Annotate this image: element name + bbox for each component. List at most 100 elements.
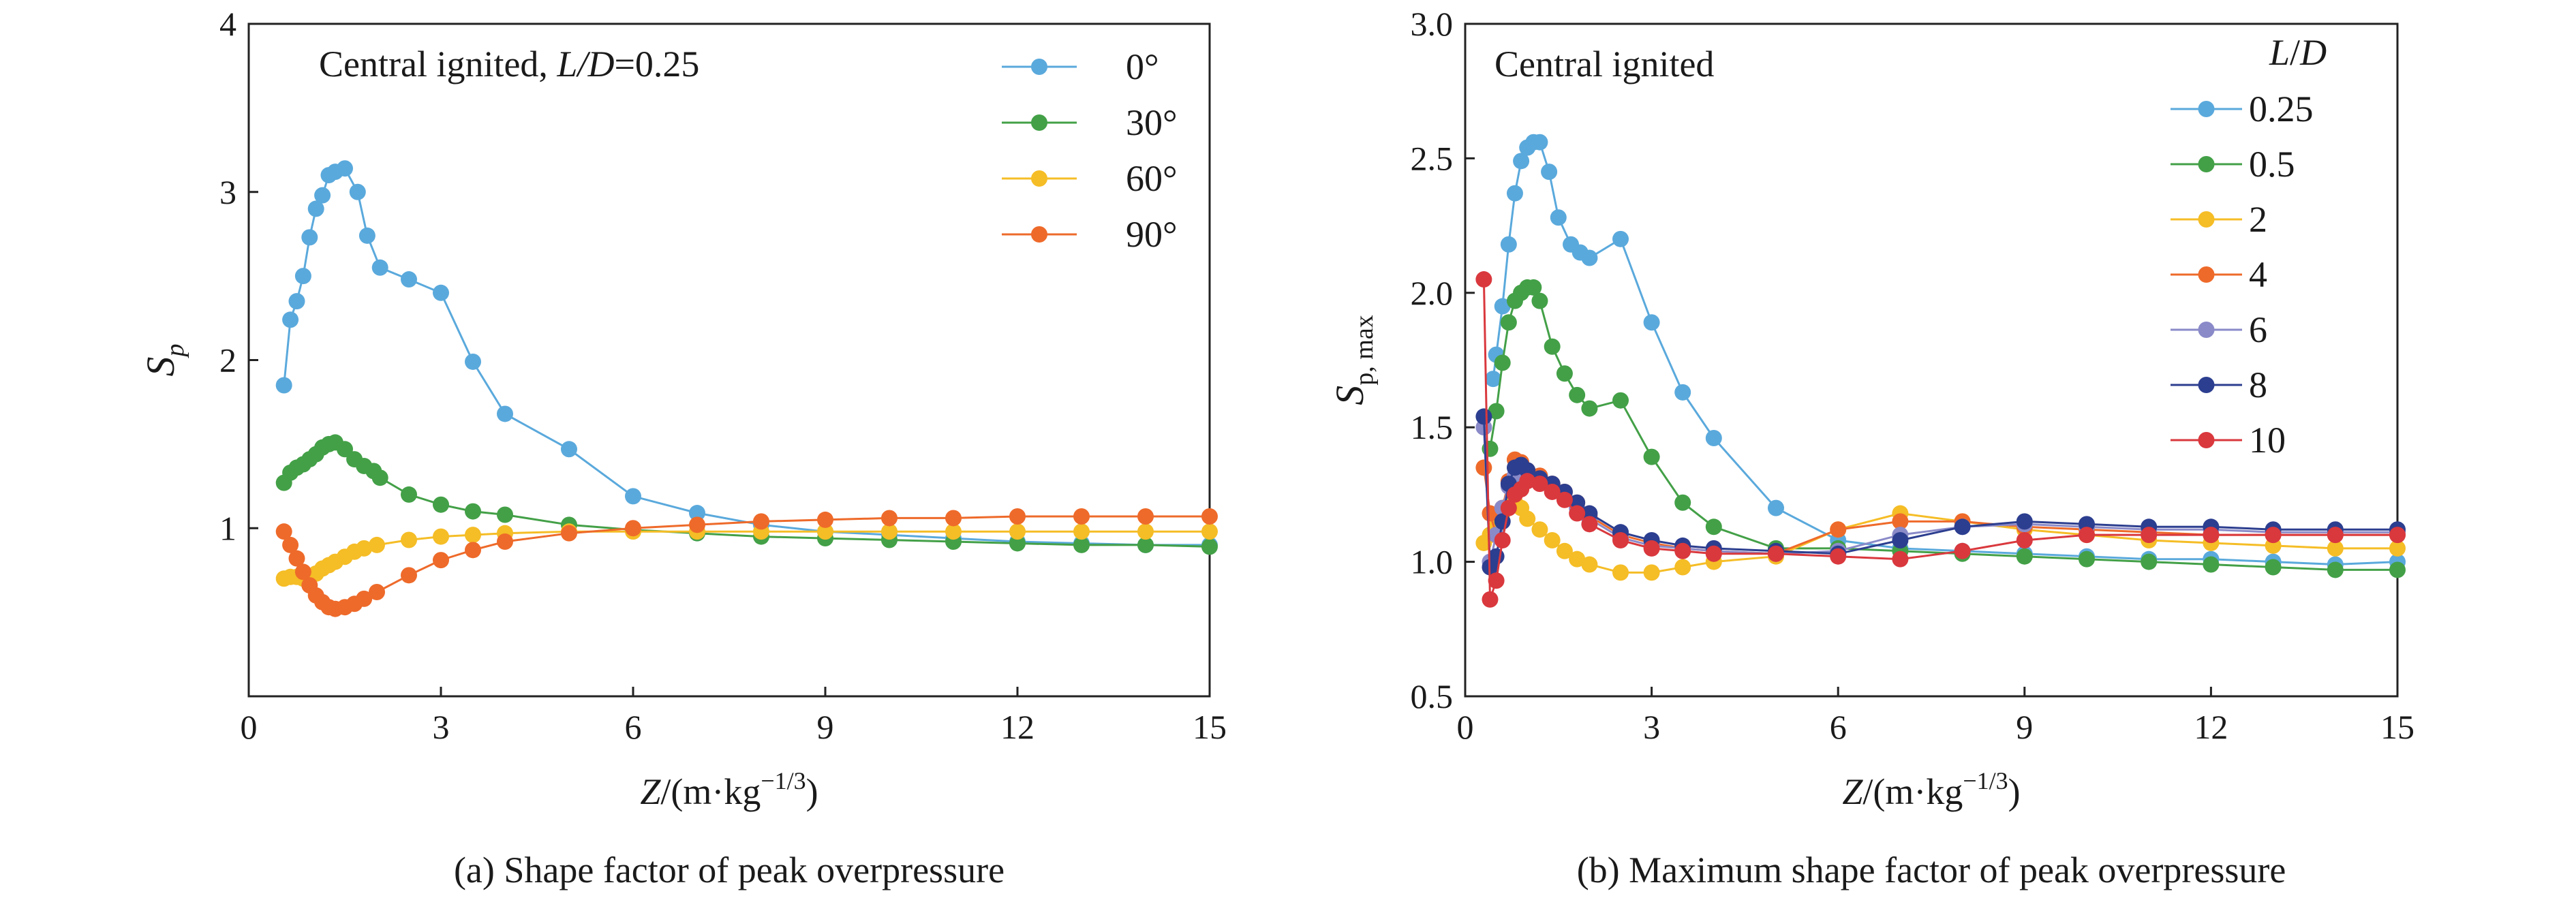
data-point [2265,559,2282,576]
legend-label: 6 [2249,309,2267,350]
x-axis-label: Z/(m·kg−1/3) [640,767,818,812]
data-point [1073,523,1090,540]
data-point [1488,572,1505,589]
data-point [275,377,292,394]
legend-marker [2198,156,2215,172]
data-point [401,271,417,288]
series-90° [275,508,1218,617]
data-point [1892,550,1909,568]
x-tick-label: 12 [2194,708,2228,746]
data-point [2016,513,2033,530]
data-point [2141,527,2158,544]
series-line [283,530,1210,580]
data-point [625,520,641,537]
data-point [1525,279,1542,296]
series-line [283,167,1210,546]
data-point [2327,561,2344,578]
data-point [433,528,449,545]
data-point [2389,561,2406,578]
legend-label: 0.25 [2249,89,2314,129]
data-point [356,590,373,607]
x-tick-label: 0 [241,708,258,746]
data-point [1892,513,1909,530]
data-point [1643,314,1660,331]
series-line [283,515,1210,610]
data-point [1581,556,1598,573]
data-point [2016,548,2033,565]
data-point [465,353,481,370]
data-point [1892,532,1909,549]
data-point [625,488,641,505]
data-point [945,523,962,540]
legend-label: 0° [1126,46,1159,87]
data-point [1705,545,1722,562]
data-point [369,536,385,553]
legend-marker [2198,101,2215,117]
legend-label: 90° [1126,214,1178,255]
data-point [401,567,417,584]
x-tick-label: 9 [817,708,834,746]
legend: 0° 30° 60° 90° [1002,46,1178,255]
data-point [1705,518,1722,536]
data-point [1073,536,1090,553]
data-point [1674,384,1691,401]
data-point [1482,505,1499,522]
x-axis-label: Z/(m·kg−1/3) [1842,767,2020,812]
data-point [2265,527,2282,544]
legend-marker [1031,170,1047,187]
data-point [294,268,311,285]
data-point [1475,459,1492,476]
data-point [1519,473,1536,490]
data-point [1674,559,1691,576]
data-point [401,486,417,503]
data-point [1475,271,1492,288]
data-point [1569,550,1586,568]
annotation: Central ignited [1494,44,1714,84]
data-point [1488,403,1505,420]
data-point [2327,527,2344,544]
y-tick-label: 3.0 [1411,5,1454,43]
legend-label: 4 [2249,254,2267,295]
plot-frame [1464,22,2399,698]
data-point [369,584,385,601]
data-point [1531,521,1548,538]
data-point [1612,230,1629,247]
panel-caption: (b) Maximum shape factor of peak overpre… [1577,850,2286,890]
y-tick-label: 2.0 [1411,274,1454,312]
series-0.25 [1485,134,2406,573]
data-point [1482,591,1499,608]
series-line [1482,416,2397,571]
data-point [1073,508,1090,525]
data-point [753,513,769,530]
data-point [1201,538,1218,555]
legend-marker [2198,432,2215,448]
data-point [401,531,417,548]
data-point [1556,542,1573,559]
y-tick-label: 2.5 [1411,139,1454,177]
y-tick-label: 1.5 [1411,408,1454,446]
data-point [465,542,481,559]
data-point [1643,564,1660,581]
y-tick-label: 1 [219,509,236,547]
data-point [1500,314,1517,331]
data-point [1531,476,1548,493]
data-point [2079,527,2095,544]
data-point [1544,483,1561,500]
data-point [1643,540,1660,557]
data-point [881,510,898,527]
data-point [371,469,388,486]
data-point [1541,164,1558,181]
legend-marker [1031,226,1047,243]
data-point [1612,532,1629,549]
data-point [1494,298,1511,315]
legend-label: 30° [1126,102,1178,143]
data-point [817,523,833,540]
data-point [1612,564,1629,581]
x-tick-label: 6 [625,708,642,746]
data-point [1550,209,1567,226]
y-tick-label: 1.0 [1411,543,1454,581]
data-point [689,516,705,533]
data-point [497,533,513,550]
data-point [356,540,373,557]
